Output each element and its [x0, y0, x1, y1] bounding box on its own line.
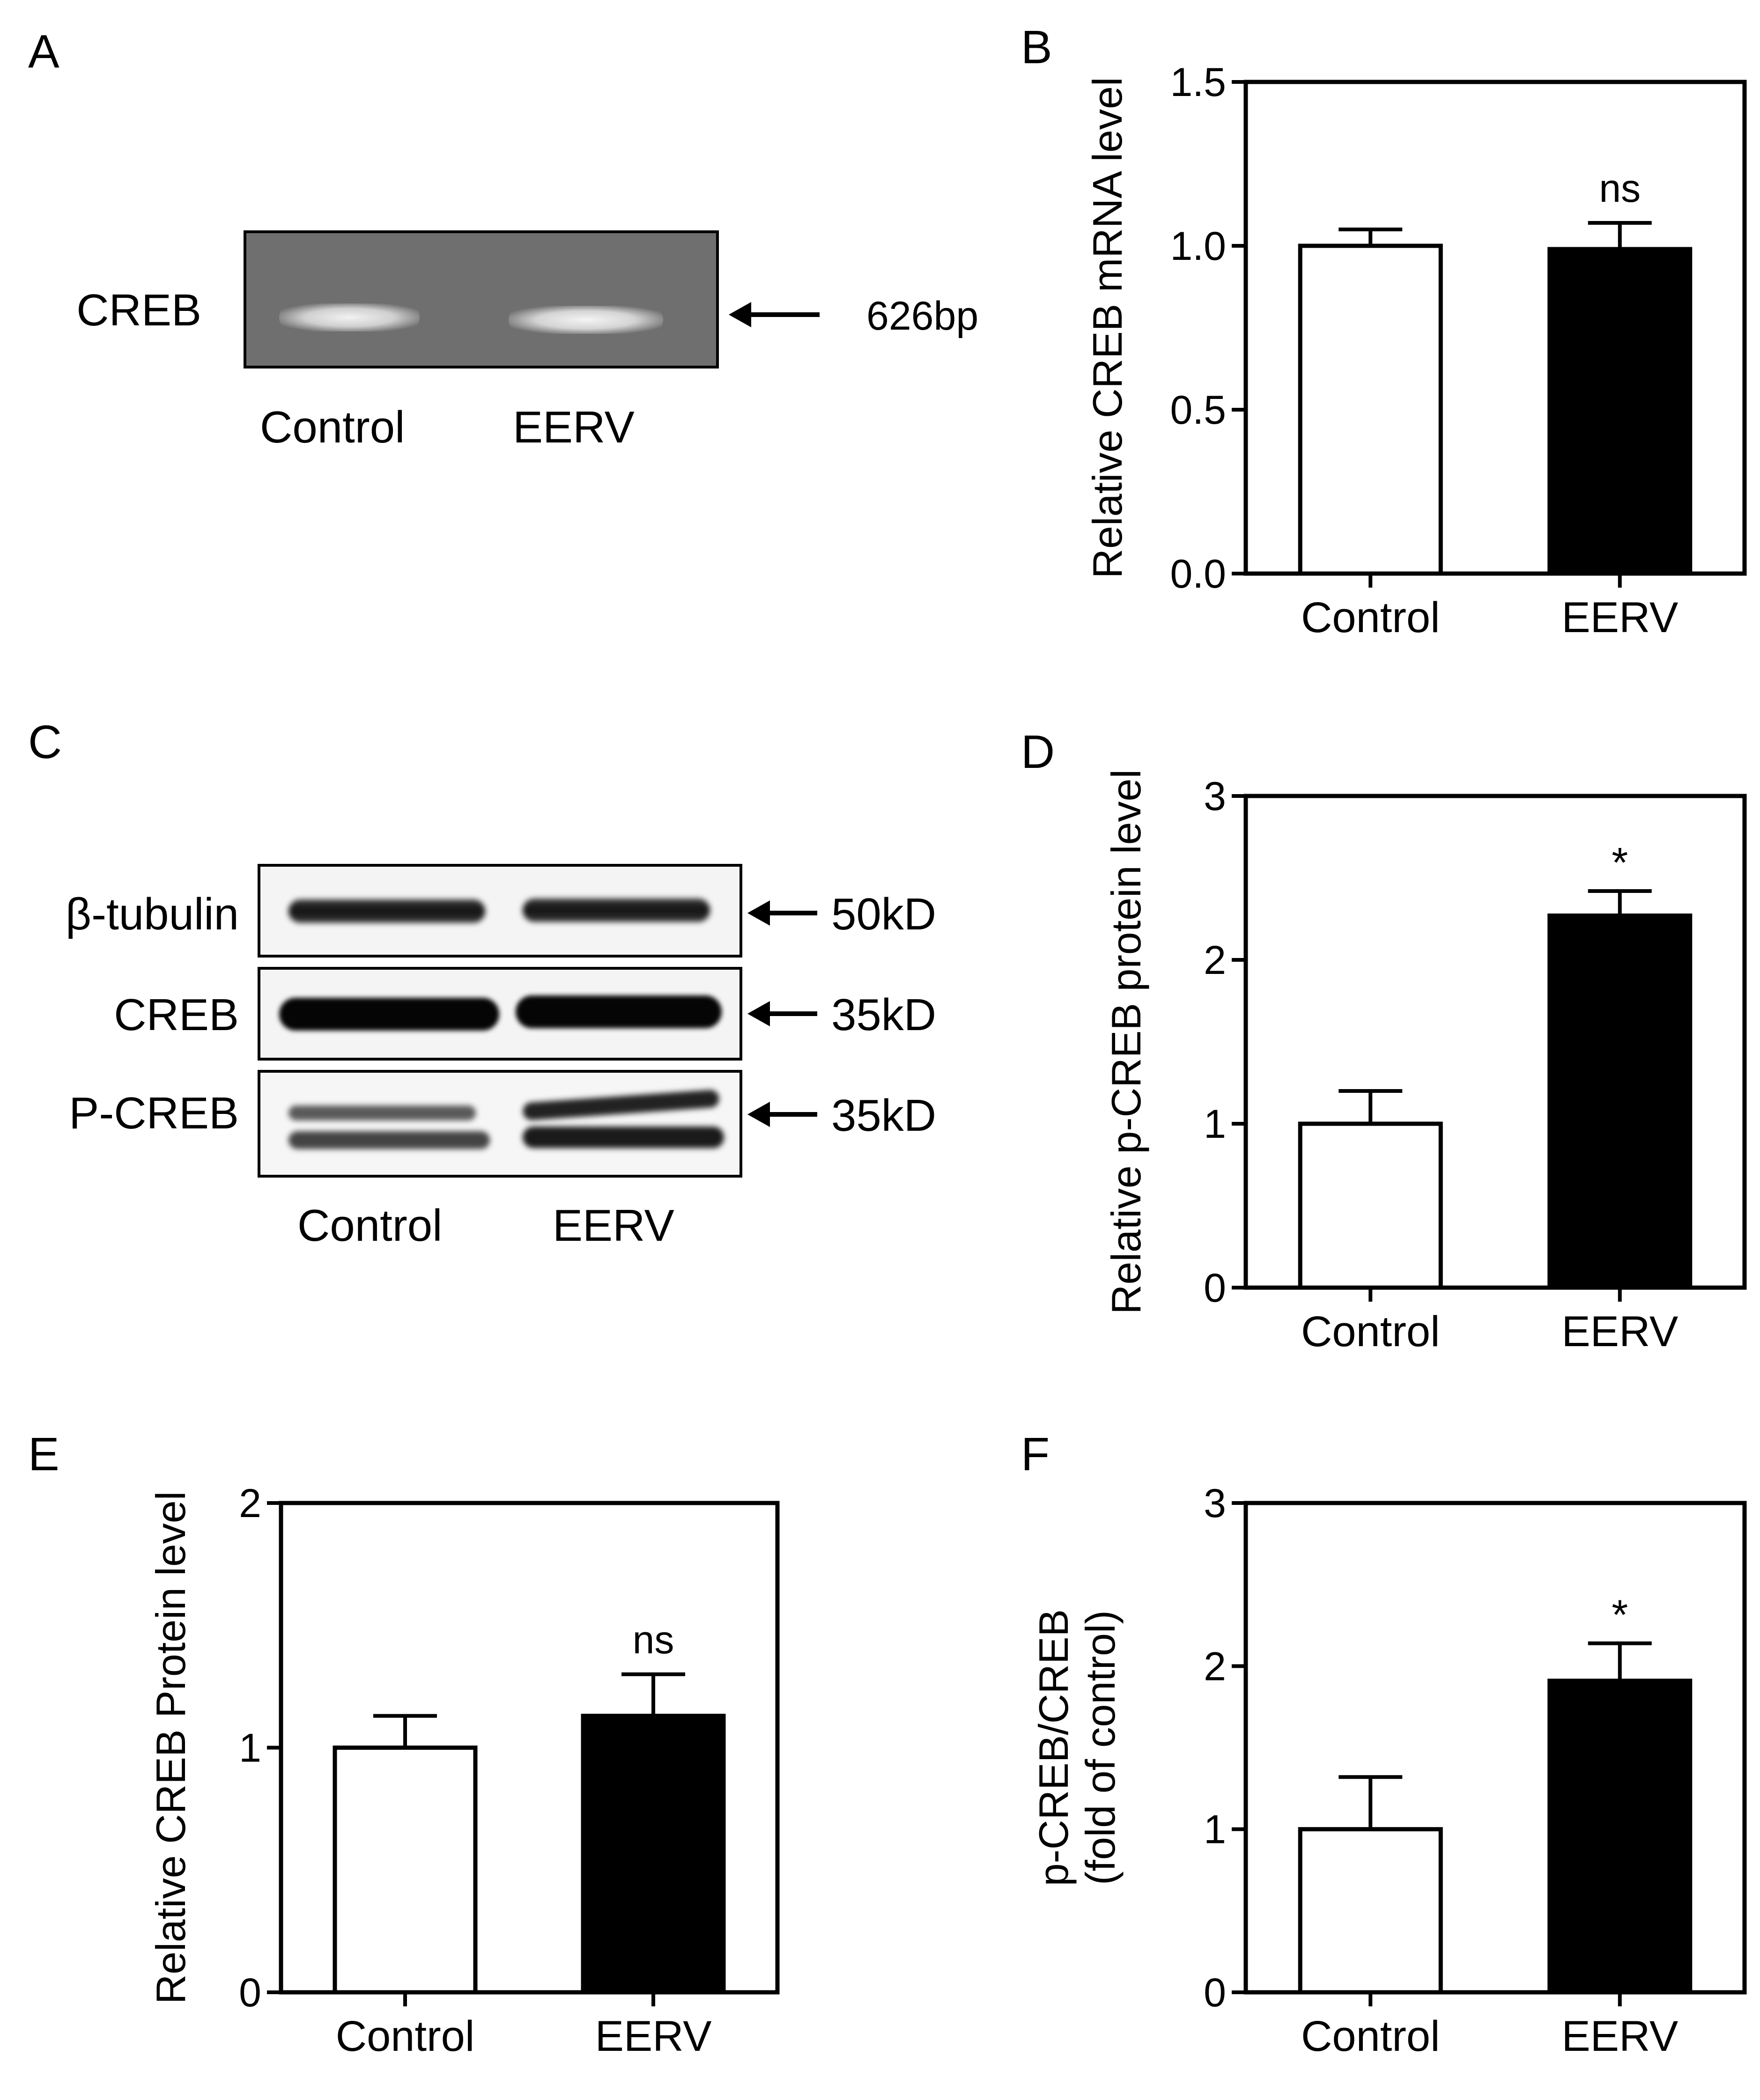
y-axis-label: (fold of control): [1077, 1610, 1124, 1885]
arrow-icon: [747, 1001, 817, 1026]
y-tick-label: 0: [1204, 1970, 1226, 2015]
significance-label: ns: [1599, 166, 1641, 210]
y-axis-label: Relative CREB mRNA level: [1084, 77, 1131, 579]
bar-eerv: [581, 1714, 726, 1995]
bar-control: [1298, 1121, 1443, 1290]
blot-band: [288, 899, 485, 923]
bar-chart-f: F 0 1 2 3 p-CREB/CREB (fold of control) Control…: [1021, 1428, 1747, 2060]
blot-size-label-creb: 35kD: [831, 990, 937, 1040]
lane-label-control: Control: [260, 402, 405, 452]
plot-frame: [1243, 1501, 1747, 1995]
x-tick-label: Control: [1301, 1308, 1440, 1356]
gel-row-label-creb: CREB: [76, 285, 201, 335]
bar-chart-b: B 0.0 0.5 1.0 1.5 Relative CREB mRNA level Con…: [1021, 21, 1747, 641]
y-tick-label: 1.5: [1170, 60, 1226, 105]
y-tick-label: 2: [1204, 938, 1226, 983]
arrow-icon: [747, 1102, 817, 1127]
y-tick-label: 0: [239, 1970, 261, 2015]
blot-band: [522, 1089, 720, 1121]
arrow-icon: [747, 900, 817, 926]
arrow-icon: [729, 302, 820, 327]
x-tick-label: EERV: [1561, 1308, 1678, 1356]
x-tick-label: EERV: [1561, 594, 1678, 641]
blot-band: [288, 1105, 476, 1120]
western-blot-pcreb: [258, 1070, 742, 1178]
agarose-gel-image: [244, 230, 719, 368]
x-tick-label: EERV: [595, 2012, 712, 2060]
bar-chart-d: D 0 1 2 3 Relative p-CREB protein level Contro…: [1021, 726, 1747, 1356]
y-axis-label: Relative CREB Protein level: [148, 1491, 194, 2004]
y-axis-label: Relative p-CREB protein level: [1103, 769, 1149, 1314]
plot-frame: [1243, 794, 1747, 1290]
bar-eerv: [1547, 1679, 1693, 1995]
blot-band: [523, 1127, 724, 1148]
y-tick-label: 2: [239, 1481, 261, 1526]
blot-band: [516, 995, 722, 1028]
blot-size-label-pcreb: 35kD: [831, 1091, 937, 1141]
panel-letter-c: C: [28, 716, 62, 768]
western-blot-creb: [258, 967, 742, 1061]
y-tick-label: 1: [1204, 1807, 1226, 1852]
bar-control: [333, 1746, 478, 1995]
panel-letter-b: B: [1021, 21, 1052, 74]
y-tick-label: 1: [1204, 1102, 1226, 1147]
significance-label: *: [1612, 840, 1628, 886]
panel-letter-e: E: [28, 1428, 59, 1481]
y-tick-label: 0.0: [1170, 552, 1226, 597]
y-tick-label: 0.5: [1170, 388, 1226, 433]
x-tick-label: Control: [1301, 594, 1440, 641]
blot-size-label-tubulin: 50kD: [831, 889, 937, 939]
y-tick-label: 2: [1204, 1644, 1226, 1689]
x-tick-label: Control: [336, 2012, 475, 2060]
lane-label-eerv: EERV: [553, 1201, 674, 1251]
significance-label: *: [1612, 1592, 1628, 1639]
x-tick-label: Control: [1301, 2012, 1440, 2060]
blot-band: [523, 899, 710, 922]
y-tick-label: 1: [239, 1726, 261, 1771]
y-tick-label: 0: [1204, 1266, 1226, 1311]
blot-row-label-tubulin: β-tubulin: [65, 889, 239, 939]
bar-eerv: [1547, 914, 1693, 1290]
band-size-label: 626bp: [866, 294, 979, 339]
blot-band: [288, 1131, 490, 1149]
y-axis-label: p-CREB/CREB: [1030, 1609, 1077, 1886]
blot-band: [279, 998, 499, 1031]
gel-band-control: [279, 303, 420, 332]
blot-row-label-pcreb: P-CREB: [69, 1088, 239, 1138]
y-tick-label: 3: [1204, 774, 1226, 819]
blot-row-label-creb: CREB: [114, 990, 239, 1040]
bar-eerv: [1547, 247, 1693, 576]
x-tick-label: EERV: [1561, 2012, 1678, 2060]
y-tick-label: 1.0: [1170, 224, 1226, 269]
lane-label-eerv: EERV: [513, 402, 635, 452]
western-blot-tubulin: [258, 864, 742, 958]
significance-label: ns: [633, 1618, 674, 1662]
bar-control: [1298, 243, 1443, 576]
panel-letter-a: A: [28, 25, 59, 78]
bar-chart-e: E 0 1 2 Relative CREB Protein level Control ns…: [28, 1428, 780, 2060]
panel-letter-f: F: [1021, 1428, 1050, 1481]
gel-band-eerv: [509, 306, 663, 334]
panel-letter-d: D: [1021, 726, 1055, 778]
plot-frame: [1243, 80, 1747, 576]
bar-control: [1298, 1827, 1443, 1995]
y-tick-label: 3: [1204, 1481, 1226, 1526]
lane-label-control: Control: [297, 1201, 443, 1251]
